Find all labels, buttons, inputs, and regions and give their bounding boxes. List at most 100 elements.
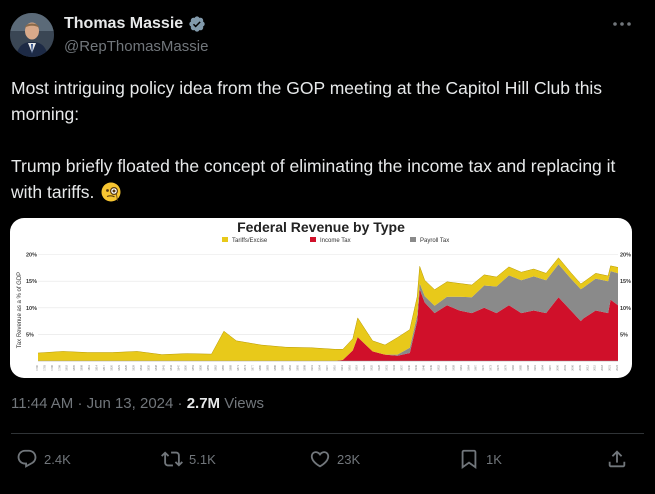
xtick-label: 1952 [437, 364, 441, 370]
xtick-label: 1970 [481, 364, 485, 370]
xtick-label: 2024 [615, 364, 619, 370]
author-handle[interactable]: @RepThomasMassie [64, 38, 209, 55]
more-dots-icon[interactable] [611, 14, 633, 34]
xtick-label: 1832 [139, 364, 143, 370]
tweet-date[interactable]: Jun 13, 2024 [86, 395, 174, 412]
xtick-label: 1868 [228, 364, 232, 370]
xtick-label: 1934 [392, 364, 396, 370]
xtick-label: 1955 [444, 364, 448, 370]
payroll-tax-area [38, 264, 618, 361]
tweet-text: Most intriguing policy idea from the GOP… [11, 75, 641, 205]
chart-yticks: 5% 5% 10% 10% 15% 15% 20% 20% [26, 253, 631, 339]
share-button[interactable] [606, 448, 628, 470]
xtick-label: 1796 [50, 364, 54, 370]
xtick-label: 2009 [578, 364, 582, 370]
avatar[interactable] [10, 13, 54, 57]
xtick-label: 1985 [518, 364, 522, 370]
xtick-label: 1814 [95, 364, 99, 370]
xtick-label: 1901 [310, 364, 314, 370]
bookmark-button[interactable]: 1K [458, 448, 502, 470]
xtick-label: 1835 [147, 364, 151, 370]
xtick-label: 1850 [184, 364, 188, 370]
chart-xticks: 1790 1793 1796 1799 1802 1805 1808 1811 1814 1817… [35, 360, 619, 371]
xtick-label: 2015 [593, 364, 597, 370]
legend-swatch [222, 237, 228, 242]
xtick-label: 2006 [570, 364, 574, 370]
xtick-label: 1931 [385, 364, 389, 370]
action-bar: 2.4K 5.1K 23K 1K [0, 448, 655, 474]
views-count: 2.7M [186, 395, 221, 412]
chart-areas [37, 257, 619, 361]
xtick-label: 1949 [429, 364, 433, 370]
reply-button[interactable]: 2.4K [16, 448, 71, 470]
legend-label: Tariffs/Excise [232, 238, 268, 244]
xtick-label: 1943 [414, 364, 418, 370]
xtick-label: 1865 [221, 364, 225, 370]
xtick-label: 1895 [295, 364, 299, 370]
xtick-label: 1922 [362, 364, 366, 370]
author-name-row: Thomas Massie [64, 15, 206, 33]
xtick-label: 1991 [533, 364, 537, 370]
xtick-label: 2000 [556, 364, 560, 370]
retweet-count: 5.1K [189, 451, 216, 467]
like-button[interactable]: 23K [309, 448, 360, 470]
chart-legend: Tariffs/Excise Income Tax Payroll Tax [222, 237, 449, 244]
tweet-meta: 11:44 AM · Jun 13, 2024 · 2.7M Views [11, 395, 264, 412]
xtick-label: 1967 [474, 364, 478, 370]
xtick-label: 1808 [80, 364, 84, 370]
xtick-label: 1892 [288, 364, 292, 370]
chart-title: Federal Revenue by Type [237, 219, 405, 235]
tweet-paragraph-1: Most intriguing policy idea from the GOP… [11, 78, 603, 124]
like-count: 23K [337, 451, 361, 467]
ytick-label-right: 10% [620, 306, 631, 312]
xtick-label: 1973 [489, 364, 493, 370]
chart-image[interactable]: Federal Revenue by Type Tariffs/Excise In… [10, 218, 632, 378]
xtick-label: 1988 [526, 364, 530, 370]
xtick-label: 1790 [35, 364, 39, 370]
reply-count: 2.4K [44, 451, 71, 467]
views-label: Views [224, 395, 264, 412]
tweet-paragraph-2: Trump briefly floated the concept of eli… [11, 153, 641, 205]
xtick-label: 1826 [124, 364, 128, 370]
xtick-label: 1844 [169, 364, 173, 370]
xtick-label: 2003 [563, 364, 567, 370]
xtick-label: 1820 [109, 364, 113, 370]
retweet-button[interactable]: 5.1K [161, 448, 216, 470]
xtick-label: 1829 [132, 364, 136, 370]
meta-separator: · [77, 395, 83, 412]
xtick-label: 1793 [42, 364, 46, 370]
xtick-label: 1883 [266, 364, 270, 370]
xtick-label: 1856 [199, 364, 203, 370]
xtick-label: 1799 [57, 364, 61, 370]
federal-revenue-chart: Federal Revenue by Type Tariffs/Excise In… [17, 219, 631, 371]
xtick-label: 1823 [117, 364, 121, 370]
ytick-label: 5% [26, 332, 34, 338]
xtick-label: 1904 [318, 364, 322, 370]
xtick-label: 1976 [496, 364, 500, 370]
xtick-label: 1898 [303, 364, 307, 370]
ytick-label-right: 20% [620, 253, 631, 259]
legend-swatch [410, 237, 416, 242]
xtick-label: 1910 [332, 364, 336, 370]
xtick-label: 1940 [407, 364, 411, 370]
xtick-label: 1886 [273, 364, 277, 370]
face-with-monocle-icon [101, 182, 121, 202]
xtick-label: 1874 [243, 364, 247, 370]
xtick-label: 1880 [258, 364, 262, 370]
xtick-label: 1916 [347, 364, 351, 370]
xtick-label: 1946 [422, 364, 426, 370]
legend-label: Income Tax [320, 238, 351, 244]
xtick-label: 2018 [600, 364, 604, 370]
author-display-name[interactable]: Thomas Massie [64, 15, 184, 32]
xtick-label: 1928 [377, 364, 381, 370]
xtick-label: 1937 [399, 364, 403, 370]
income-tax-area [38, 289, 618, 361]
ytick-label-right: 5% [620, 332, 628, 338]
heart-icon [310, 451, 330, 468]
tweet-time[interactable]: 11:44 AM [11, 395, 74, 412]
xtick-label: 1847 [176, 364, 180, 370]
xtick-label: 1919 [355, 364, 359, 370]
xtick-label: 1982 [511, 364, 515, 370]
verified-badge-icon[interactable] [188, 15, 206, 33]
xtick-label: 1859 [206, 364, 210, 370]
